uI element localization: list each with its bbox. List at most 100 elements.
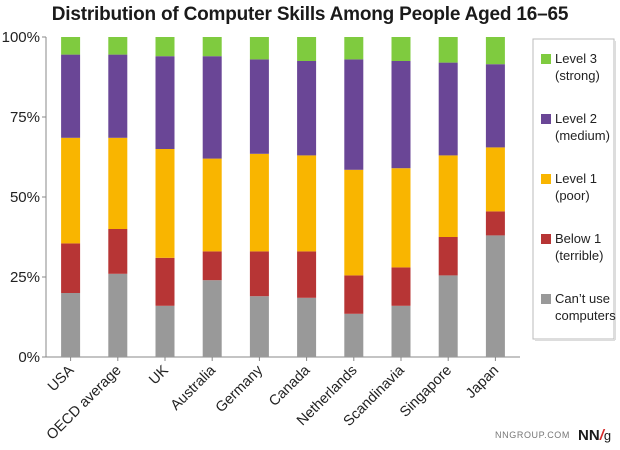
bars	[61, 37, 505, 357]
bar-level-2-medium	[391, 61, 411, 169]
bar-level-2-medium	[297, 61, 317, 156]
legend-item-below-1-terrible: Below 1 (terrible)	[541, 231, 603, 263]
bar-below-1-terrible	[438, 237, 458, 276]
legend-item-level-2-medium: Level 2 (medium)	[541, 111, 610, 143]
bar-can-t-use-computers	[61, 293, 81, 357]
bar-level-1-poor	[249, 153, 269, 252]
legend-label: Can’t use	[555, 291, 610, 306]
bar-level-1-poor	[202, 158, 222, 252]
legend-swatch	[541, 174, 551, 184]
bar-can-t-use-computers	[202, 280, 222, 357]
legend-label: (poor)	[555, 188, 590, 203]
bar-level-3-strong	[485, 37, 505, 65]
y-tick-label: 25%	[10, 269, 40, 286]
legend-swatch	[541, 54, 551, 64]
bar-level-3-strong	[391, 37, 411, 61]
bar-stack-canada	[297, 37, 317, 357]
bar-stack-germany	[249, 37, 269, 357]
bar-below-1-terrible	[485, 211, 505, 236]
bar-stack-scandinavia	[391, 37, 411, 357]
legend-box	[532, 38, 615, 340]
bar-level-2-medium	[61, 54, 81, 138]
bar-level-3-strong	[249, 37, 269, 60]
x-tick-label: UK	[146, 362, 172, 388]
bar-below-1-terrible	[391, 267, 411, 306]
bar-level-2-medium	[108, 54, 128, 138]
x-tick-label: Japan	[463, 363, 502, 402]
bar-below-1-terrible	[344, 275, 364, 314]
nng-logo: N N / g	[578, 426, 612, 444]
bar-level-2-medium	[438, 62, 458, 156]
bar-can-t-use-computers	[249, 296, 269, 357]
bar-can-t-use-computers	[155, 305, 175, 357]
x-tick-label: USA	[45, 362, 78, 395]
y-tick-label: 50%	[10, 189, 40, 206]
bar-level-1-poor	[297, 155, 317, 252]
chart-title: Distribution of Computer Skills Among Pe…	[51, 4, 569, 25]
legend: Level 3 (strong) Level 2 (medium) Level 1 (po…	[532, 38, 616, 341]
bar-level-1-poor	[344, 169, 364, 276]
bar-level-2-medium	[202, 56, 222, 159]
bar-can-t-use-computers	[391, 305, 411, 357]
legend-label: computers	[555, 308, 616, 323]
legend-label: (medium)	[555, 128, 610, 143]
legend-swatch	[541, 234, 551, 244]
bar-stack-singapore	[438, 37, 458, 357]
bar-can-t-use-computers	[297, 297, 317, 357]
legend-swatch	[541, 114, 551, 124]
bar-level-1-poor	[108, 137, 128, 229]
bar-can-t-use-computers	[108, 273, 128, 357]
x-tick-label: Australia	[168, 362, 220, 414]
y-tick-label: 100%	[2, 29, 40, 46]
bar-below-1-terrible	[297, 251, 317, 298]
bar-can-t-use-computers	[485, 235, 505, 357]
footer-url: NNGROUP.COM	[495, 430, 570, 440]
bar-level-3-strong	[108, 37, 128, 55]
bar-stack-netherlands	[344, 37, 364, 357]
bar-level-1-poor	[391, 168, 411, 268]
x-tick-label: Singapore	[397, 363, 455, 421]
bar-level-3-strong	[155, 37, 175, 57]
bar-level-2-medium	[344, 59, 364, 170]
bar-level-3-strong	[344, 37, 364, 60]
bar-level-2-medium	[485, 64, 505, 148]
legend-label: Below 1	[555, 231, 601, 246]
legend-label: Level 3	[555, 51, 597, 66]
bar-level-3-strong	[202, 37, 222, 57]
bar-level-1-poor	[485, 147, 505, 212]
bar-below-1-terrible	[155, 257, 175, 306]
legend-swatch	[541, 294, 551, 304]
bar-below-1-terrible	[108, 229, 128, 274]
bar-can-t-use-computers	[344, 313, 364, 357]
bar-level-2-medium	[155, 56, 175, 150]
x-tick-label: Canada	[266, 362, 314, 410]
bar-level-3-strong	[438, 37, 458, 63]
legend-label: (terrible)	[555, 248, 603, 263]
legend-label: (strong)	[555, 68, 600, 83]
bar-below-1-terrible	[249, 251, 269, 297]
legend-label: Level 1	[555, 171, 597, 186]
legend-item-level-1-poor: Level 1 (poor)	[541, 171, 597, 203]
bar-level-1-poor	[438, 155, 458, 237]
bar-stack-uk	[155, 37, 175, 357]
bar-below-1-terrible	[202, 251, 222, 281]
x-tick-label: Germany	[213, 362, 267, 416]
bar-stack-usa	[61, 37, 81, 357]
footer: NNGROUP.COM N N / g	[495, 426, 612, 444]
bar-level-3-strong	[297, 37, 317, 61]
legend-item-can-t-use-computers: Can’t use computers	[541, 291, 616, 323]
bar-stack-japan	[485, 37, 505, 357]
bar-level-1-poor	[61, 137, 81, 244]
bar-below-1-terrible	[61, 243, 81, 293]
legend-item-level-3-strong: Level 3 (strong)	[541, 51, 600, 83]
legend-label: Level 2	[555, 111, 597, 126]
axes: 0% 25% 50% 75% 100%	[2, 29, 520, 366]
bar-level-2-medium	[249, 59, 269, 154]
y-tick-label: 75%	[10, 109, 40, 126]
bar-stack-oecd-average	[108, 37, 128, 357]
y-tick-label: 0%	[18, 349, 40, 366]
bar-level-3-strong	[61, 37, 81, 55]
bar-stack-australia	[202, 37, 222, 357]
